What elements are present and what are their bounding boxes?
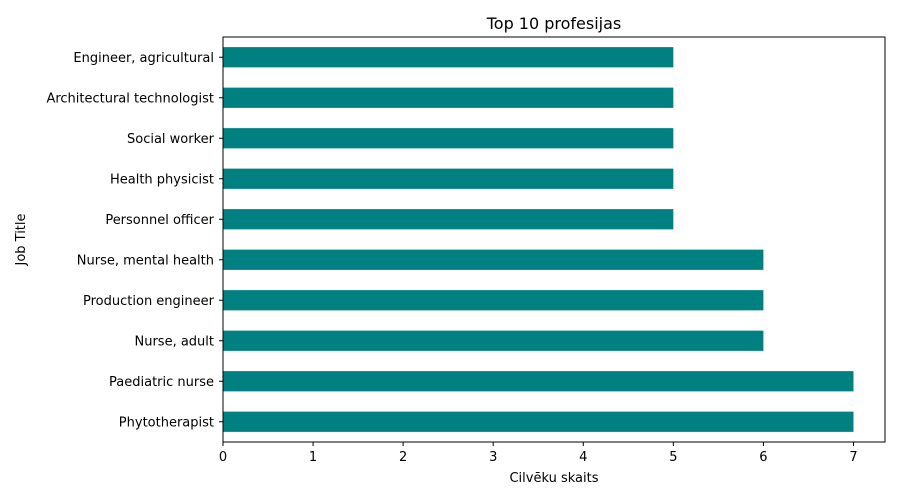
x-axis-ticks: 0 1 2 3 4 5 6 7 xyxy=(219,442,858,465)
bar xyxy=(223,209,674,230)
bar xyxy=(223,249,764,270)
y-tick-label: Nurse, adult xyxy=(134,334,214,349)
x-tick-label: 3 xyxy=(489,450,497,465)
x-tick-label: 7 xyxy=(849,450,857,465)
chart-title: Top 10 profesijas xyxy=(486,14,622,33)
x-tick-label: 0 xyxy=(219,450,227,465)
x-tick-label: 6 xyxy=(759,450,767,465)
bar xyxy=(223,290,764,311)
bar xyxy=(223,168,674,189)
y-tick-label: Personnel officer xyxy=(105,213,214,228)
x-axis-label: Cilvēku skaits xyxy=(509,471,598,486)
y-axis-label: Job Title xyxy=(14,213,29,266)
y-tick-label: Paediatric nurse xyxy=(109,375,214,390)
y-tick-label: Production engineer xyxy=(83,294,215,309)
y-tick-label: Social worker xyxy=(127,132,215,147)
y-tick-label: Health physicist xyxy=(110,172,214,187)
plot-frame xyxy=(222,36,886,443)
bar xyxy=(223,128,674,149)
bar xyxy=(223,87,674,108)
bar xyxy=(223,47,674,68)
y-tick-label: Engineer, agricultural xyxy=(73,51,214,66)
bar xyxy=(223,411,854,432)
bar xyxy=(223,371,854,392)
x-tick-label: 4 xyxy=(579,450,587,465)
x-tick-label: 2 xyxy=(399,450,407,465)
y-tick-label: Architectural technologist xyxy=(46,91,214,106)
y-tick-label: Phytotherapist xyxy=(119,415,214,430)
y-axis-ticks: Phytotherapist Paediatric nurse Nurse, adu… xyxy=(46,51,223,430)
y-tick-label: Nurse, mental health xyxy=(77,253,214,268)
bars-group xyxy=(223,47,854,432)
x-tick-label: 1 xyxy=(309,450,317,465)
x-tick-label: 5 xyxy=(669,450,677,465)
bar xyxy=(223,330,764,351)
